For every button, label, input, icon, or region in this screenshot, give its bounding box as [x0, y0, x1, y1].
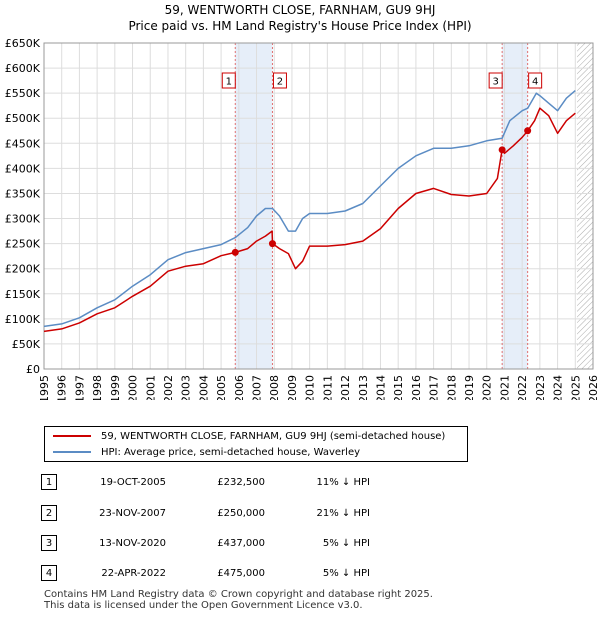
- x-tick-label: 2015: [392, 375, 405, 400]
- legend-label-property: 59, WENTWORTH CLOSE, FARNHAM, GU9 9HJ (s…: [101, 431, 446, 442]
- x-tick-label: 1997: [73, 375, 86, 400]
- x-tick-label: 2021: [498, 375, 511, 400]
- x-tick-label: 2006: [233, 375, 246, 400]
- sale-date: 13-NOV-2020: [99, 538, 166, 549]
- y-tick-label: £350K: [5, 187, 41, 200]
- y-tick-label: £600K: [5, 62, 41, 75]
- y-tick-label: £250K: [5, 238, 41, 251]
- y-tick-label: £150K: [5, 288, 41, 301]
- x-tick-label: 2019: [463, 375, 476, 400]
- x-tick-label: 2022: [516, 375, 529, 400]
- x-tick-label: 2007: [251, 375, 264, 400]
- sale-label-box: [272, 72, 287, 89]
- y-tick-label: £0: [26, 363, 40, 376]
- sale-number-badge: 3: [41, 535, 57, 551]
- legend-label-hpi: HPI: Average price, semi-detached house,…: [101, 447, 361, 458]
- chart-legend: 59, WENTWORTH CLOSE, FARNHAM, GU9 9HJ (s…: [44, 426, 468, 462]
- sale-label-text: 1: [226, 77, 232, 88]
- sale-row: 2 23-NOV-2007 £250,000 21% ↓ HPI: [0, 503, 600, 525]
- y-tick-label: £550K: [5, 87, 41, 100]
- sale-price: £250,000: [217, 508, 265, 519]
- y-tick-label: £500K: [5, 112, 41, 125]
- y-tick-label: £450K: [5, 137, 41, 150]
- legend-item-property: 59, WENTWORTH CLOSE, FARNHAM, GU9 9HJ (s…: [53, 429, 445, 445]
- x-tick-label: 2025: [569, 375, 582, 400]
- shaded-period: [235, 43, 273, 369]
- x-tick-label: 1995: [38, 375, 51, 400]
- sale-hpi-diff: 5% ↓ HPI: [322, 568, 370, 579]
- x-tick-label: 2002: [162, 375, 175, 400]
- legend-swatch-hpi: [53, 451, 91, 453]
- sale-price: £232,500: [217, 477, 265, 488]
- sale-point: [498, 146, 506, 154]
- sale-number-badge: 1: [41, 474, 57, 490]
- x-tick-label: 2010: [304, 375, 317, 400]
- price-chart: 1 2 3 4 £0 £50K £100K £150K £200K £250K £300K £350K…: [5, 37, 600, 400]
- sale-date: 19-OCT-2005: [100, 477, 166, 488]
- x-tick-label: 2005: [215, 375, 228, 400]
- sale-number-badge: 4: [41, 565, 57, 581]
- x-tick-label: 2016: [410, 375, 423, 400]
- sale-row: 3 13-NOV-2020 £437,000 5% ↓ HPI: [0, 533, 600, 555]
- sale-point: [268, 240, 276, 248]
- sale-hpi-diff: 21% ↓ HPI: [316, 508, 370, 519]
- x-tick-label: 2013: [357, 375, 370, 400]
- x-tick-label: 2001: [144, 375, 157, 400]
- y-tick-label: £200K: [5, 263, 41, 276]
- sale-date: 22-APR-2022: [101, 568, 166, 579]
- x-tick-label: 2014: [374, 375, 387, 400]
- legend-swatch-property: [53, 435, 91, 437]
- sale-point: [231, 248, 239, 256]
- forecast-hatch: [577, 43, 593, 369]
- sale-label-box: [221, 72, 236, 89]
- x-tick-label: 2009: [286, 375, 299, 400]
- sale-point: [524, 127, 532, 135]
- hpi-line: [43, 90, 576, 328]
- x-tick-label: 2018: [445, 375, 458, 400]
- chart-title: 59, WENTWORTH CLOSE, FARNHAM, GU9 9HJ: [164, 3, 436, 17]
- footer-licence: This data is licensed under the Open Gov…: [44, 600, 363, 611]
- x-tick-label: 2020: [481, 375, 494, 400]
- sale-hpi-diff: 5% ↓ HPI: [322, 538, 370, 549]
- sale-hpi-diff: 11% ↓ HPI: [316, 477, 370, 488]
- x-tick-label: 1999: [109, 375, 122, 400]
- y-tick-label: £300K: [5, 213, 41, 226]
- y-tick-label: £650K: [5, 37, 41, 50]
- sale-number-badge: 2: [41, 505, 57, 521]
- x-tick-label: 1996: [56, 375, 69, 400]
- sale-label-text: 4: [532, 77, 538, 88]
- x-tick-label: 2008: [268, 375, 281, 400]
- y-tick-label: £50K: [12, 338, 41, 351]
- chart-subtitle: Price paid vs. HM Land Registry's House …: [128, 19, 472, 33]
- x-tick-label: 2003: [180, 375, 193, 400]
- x-tick-label: 1998: [91, 375, 104, 400]
- x-tick-label: 2026: [587, 375, 600, 400]
- x-tick-label: 2024: [552, 375, 565, 400]
- x-tick-label: 2012: [339, 375, 352, 400]
- sale-row: 4 22-APR-2022 £475,000 5% ↓ HPI: [0, 563, 600, 585]
- sale-price: £475,000: [217, 568, 265, 579]
- sale-label-text: 3: [492, 77, 498, 88]
- y-tick-label: £100K: [5, 313, 41, 326]
- property-price-line: [43, 107, 576, 333]
- footer-copyright: Contains HM Land Registry data © Crown c…: [44, 589, 433, 600]
- plot-frame: [43, 42, 594, 370]
- x-tick-label: 2023: [534, 375, 547, 400]
- sale-label-box: [528, 72, 543, 89]
- shaded-period: [502, 43, 528, 369]
- y-tick-label: £400K: [5, 162, 41, 175]
- sale-date: 23-NOV-2007: [99, 508, 166, 519]
- x-tick-label: 2000: [127, 375, 140, 400]
- legend-item-hpi: HPI: Average price, semi-detached house,…: [53, 445, 360, 461]
- sale-row: 1 19-OCT-2005 £232,500 11% ↓ HPI: [0, 472, 600, 494]
- sale-price: £437,000: [217, 538, 265, 549]
- x-tick-label: 2011: [321, 375, 334, 400]
- x-tick-label: 2017: [428, 375, 441, 400]
- sale-label-box: [488, 72, 503, 89]
- x-tick-label: 2004: [197, 375, 210, 400]
- sale-label-text: 2: [277, 77, 283, 88]
